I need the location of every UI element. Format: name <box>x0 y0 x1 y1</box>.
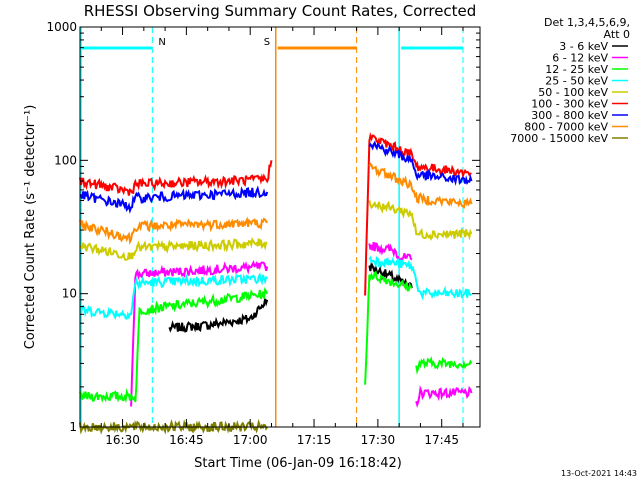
series-line <box>364 270 413 385</box>
y-tick-label: 10 <box>62 287 77 301</box>
legend-header-line-1: Det 1,3,4,5,6,9, <box>544 16 630 29</box>
series-4 <box>79 255 473 321</box>
legend-header-line-2: Att 0 <box>604 28 630 41</box>
series-8 <box>79 162 473 245</box>
plot-frame <box>79 26 481 428</box>
x-tick-label: 17:30 <box>361 433 396 447</box>
series-line <box>134 287 269 403</box>
series-line <box>368 241 413 264</box>
legend-entry-label: 300 - 800 keV <box>531 109 608 122</box>
legend-entry-label: 12 - 25 keV <box>545 63 608 76</box>
series-3 <box>79 270 473 404</box>
y-tick-label: 1000 <box>46 20 77 34</box>
legend-entry-label: 25 - 50 keV <box>545 75 608 88</box>
legend-entry-label: 3 - 6 keV <box>559 40 608 53</box>
legend-entry-label: 50 - 100 keV <box>538 86 608 99</box>
legend-entry-label: 6 - 12 keV <box>552 52 608 65</box>
series-line <box>415 356 473 375</box>
series-line <box>79 237 268 261</box>
series-line <box>79 388 137 404</box>
x-tick-label: 17:45 <box>424 433 459 447</box>
series-7 <box>79 140 473 214</box>
axes: 1 10 100 1000 16:30 16:45 17:00 17:15 17:30 17:45 <box>46 20 481 447</box>
series-line <box>368 140 473 186</box>
y-axis-label: Corrected Count Rate (s⁻¹ detector⁻¹) <box>23 105 38 350</box>
series-line <box>368 200 473 241</box>
flag-label: S <box>264 37 270 48</box>
x-tick-label: 16:30 <box>105 433 140 447</box>
x-tick-label: 17:00 <box>233 433 268 447</box>
chart-title: RHESSI Observing Summary Count Rates, Co… <box>84 2 477 20</box>
y-tick-label: 100 <box>54 153 77 167</box>
legend-entry-label: 100 - 300 keV <box>531 98 608 111</box>
series-line <box>364 132 472 296</box>
y-tick-label: 1 <box>69 420 77 434</box>
series-line <box>130 260 269 407</box>
series-line <box>415 385 473 408</box>
series-1 <box>168 260 413 333</box>
series-line <box>79 216 268 245</box>
series-line <box>168 298 269 333</box>
series-line <box>79 160 273 196</box>
series-line <box>368 162 473 209</box>
x-tick-label: 17:15 <box>297 433 332 447</box>
legend-entry-label: 7000 - 15000 keV <box>510 132 608 145</box>
x-axis-label: Start Time (06-Jan-09 16:18:42) <box>194 456 402 471</box>
series-5 <box>79 200 473 261</box>
flag-label: N <box>158 37 165 48</box>
series-line <box>368 260 413 290</box>
series-2 <box>130 241 473 408</box>
series-line <box>79 185 269 214</box>
legend-entry-label: 800 - 7000 keV <box>524 121 608 134</box>
series-line <box>368 255 473 301</box>
footer-date: 13-Oct-2021 14:43 <box>561 469 637 478</box>
series-line <box>79 272 268 321</box>
x-tick-label: 16:45 <box>169 433 204 447</box>
series-6 <box>79 132 472 296</box>
